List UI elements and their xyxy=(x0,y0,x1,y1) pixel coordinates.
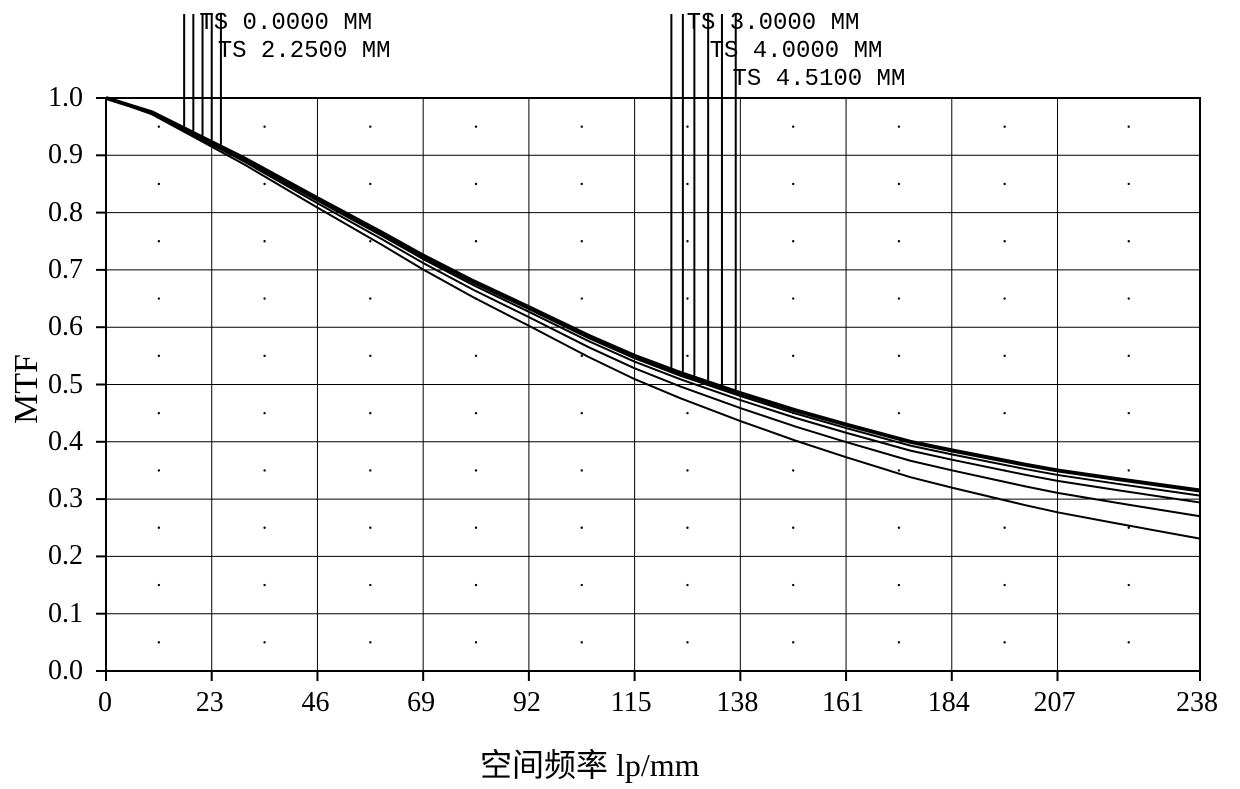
y-tick-label: 0.8 xyxy=(48,197,83,229)
y-tick-label: 0.9 xyxy=(48,139,83,171)
legend-item: TS 4.0000 MM xyxy=(710,38,883,65)
x-tick-label: 238 xyxy=(1176,687,1218,719)
x-tick-label: 69 xyxy=(407,687,435,719)
y-tick-label: 0.7 xyxy=(48,254,83,286)
y-tick-label: 0.2 xyxy=(48,540,83,572)
y-tick-label: 1.0 xyxy=(48,82,83,114)
x-tick-label: 161 xyxy=(822,687,864,719)
y-tick-label: 0.1 xyxy=(48,598,83,630)
x-tick-label: 115 xyxy=(611,687,652,719)
x-tick-label: 92 xyxy=(513,687,541,719)
chart-svg xyxy=(0,0,1240,789)
x-axis-label: 空间频率 lp/mm xyxy=(480,740,700,786)
legend-item: TS 0.0000 MM xyxy=(199,10,372,37)
mtf-chart: MTF 空间频率 lp/mm 0 23 46 69 92 115 138 161 184 207 2… xyxy=(0,0,1240,789)
x-tick-label: 0 xyxy=(98,687,112,719)
y-tick-label: 0.3 xyxy=(48,483,83,515)
x-tick-label: 46 xyxy=(301,687,329,719)
y-tick-label: 0.6 xyxy=(48,311,83,343)
legend-item: TS 4.5100 MM xyxy=(733,66,906,93)
y-tick-label: 0.4 xyxy=(48,426,83,458)
y-axis-label: MTF xyxy=(8,354,46,424)
legend-item: TS 3.0000 MM xyxy=(687,10,860,37)
y-tick-label: 0.0 xyxy=(48,655,83,687)
legend-item: TS 2.2500 MM xyxy=(218,38,391,65)
x-tick-label: 138 xyxy=(716,687,758,719)
x-tick-label: 23 xyxy=(196,687,224,719)
y-tick-label: 0.5 xyxy=(48,369,83,401)
x-tick-label: 207 xyxy=(1034,687,1076,719)
x-tick-label: 184 xyxy=(928,687,970,719)
